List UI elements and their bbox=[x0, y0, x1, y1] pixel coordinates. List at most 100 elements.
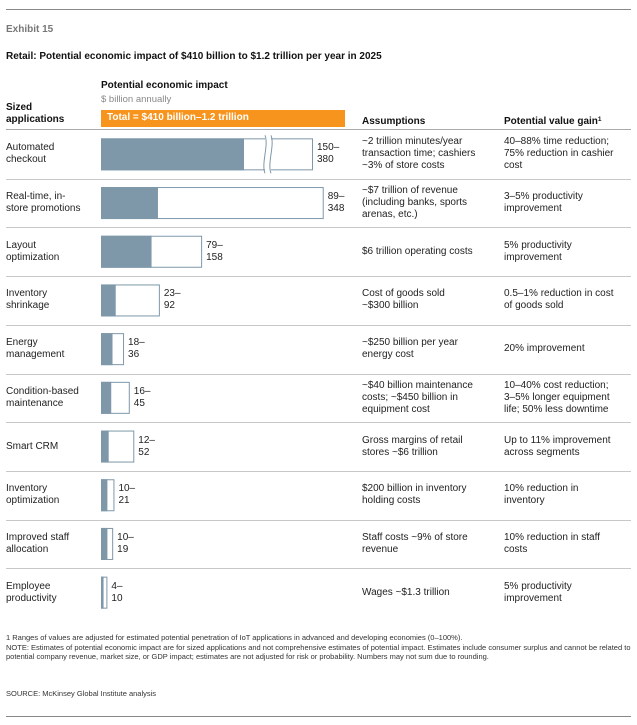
range-value-line: 348 bbox=[327, 203, 345, 215]
assumptions-cell: Wages ~$1.3 trillion bbox=[362, 587, 502, 599]
axis-break-gap bbox=[265, 135, 271, 174]
application-label-line: Real-time, in- bbox=[6, 191, 66, 203]
application-label-line: management bbox=[6, 349, 65, 361]
sized-header-line2: applications bbox=[6, 114, 65, 125]
range-value-line: 79– bbox=[206, 239, 223, 251]
assumptions-cell: Gross margins of retail stores ~$6 trilli… bbox=[362, 435, 502, 459]
value-gain-line: 20% improvement bbox=[504, 343, 585, 355]
range-value-line: 23– bbox=[163, 288, 181, 300]
range-label: 12– 52 bbox=[138, 435, 155, 459]
application-label-line: optimization bbox=[6, 251, 60, 263]
range-value-line: 10– bbox=[118, 483, 136, 495]
assumptions-line: ~$7 trillion of revenue bbox=[362, 185, 458, 197]
assumptions-line: (including banks, sports bbox=[362, 197, 468, 209]
value-gain-line: improvement bbox=[504, 251, 562, 263]
assumptions-cell: Staff costs ~9% of store revenue bbox=[362, 532, 502, 556]
range-value-line: 158 bbox=[206, 251, 223, 263]
value-gain-line: 10% reduction in bbox=[504, 483, 579, 495]
assumptions-line: ~$250 billion per year bbox=[362, 337, 458, 349]
axis-break-mark bbox=[269, 135, 273, 174]
application-label-line: Condition-based bbox=[6, 385, 79, 397]
application-label-line: Energy bbox=[6, 337, 38, 349]
value-gain-cell: 0.5–1% reduction in cost of goods sold bbox=[504, 288, 632, 312]
assumptions-line: $200 billion in inventory bbox=[362, 483, 467, 495]
range-value-line: 45 bbox=[133, 397, 145, 409]
exhibit-label: Exhibit 15 bbox=[6, 24, 54, 35]
sized-applications-header: Sized applications bbox=[6, 102, 96, 126]
range-value-line: 4– bbox=[111, 580, 123, 592]
range-value-line: 12– bbox=[138, 434, 155, 446]
application-label-line: checkout bbox=[6, 154, 47, 166]
value-gain-footnote-marker: 1 bbox=[597, 116, 602, 123]
range-label: 16– 45 bbox=[134, 386, 151, 410]
bar-low-estimate bbox=[101, 187, 158, 220]
range-value-line: 380 bbox=[317, 154, 334, 166]
header-rule bbox=[6, 129, 631, 130]
bar-low-estimate bbox=[101, 527, 108, 560]
value-gain-line: across segments bbox=[504, 446, 580, 458]
value-gain-line: costs bbox=[504, 543, 528, 555]
assumptions-line: arenas, etc.) bbox=[362, 209, 418, 221]
bar-low-estimate bbox=[101, 284, 116, 317]
value-gain-line: 40–88% time reduction; bbox=[504, 136, 610, 148]
value-gain-cell: 5% productivity improvement bbox=[504, 581, 632, 605]
assumptions-line: energy cost bbox=[362, 349, 414, 361]
bar-low-estimate bbox=[101, 381, 112, 414]
application-label-line: productivity bbox=[6, 592, 57, 604]
row-separator bbox=[6, 324, 631, 326]
application-label: Condition-based maintenance bbox=[6, 386, 96, 410]
row-separator bbox=[6, 470, 631, 472]
bar-low-estimate bbox=[101, 138, 244, 171]
row-separator bbox=[6, 519, 631, 521]
application-label: Employee productivity bbox=[6, 581, 96, 605]
value-gain-cell: 40–88% time reduction; 75% reduction in c… bbox=[504, 136, 632, 172]
range-value-line: 92 bbox=[163, 300, 175, 312]
assumptions-line: ~$40 billion maintenance bbox=[362, 379, 473, 391]
range-value-line: 150– bbox=[317, 142, 340, 154]
range-value-line: 18– bbox=[128, 337, 145, 349]
assumptions-line: $6 trillion operating costs bbox=[362, 245, 473, 257]
assumptions-line: ~$300 billion bbox=[362, 300, 419, 312]
range-label: 79– 158 bbox=[206, 240, 223, 264]
range-value-line: 19 bbox=[117, 543, 129, 555]
application-label-line: Inventory bbox=[6, 483, 48, 495]
value-gain-header: Potential value gain1 bbox=[504, 116, 602, 127]
assumptions-line: Staff costs ~9% of store bbox=[362, 531, 468, 543]
bottom-rule bbox=[6, 716, 631, 717]
value-gain-line: life; 50% less downtime bbox=[504, 403, 609, 415]
value-gain-line: improvement bbox=[504, 203, 562, 215]
value-gain-cell: 5% productivity improvement bbox=[504, 240, 632, 264]
assumptions-line: transaction time; cashiers bbox=[362, 148, 476, 160]
value-gain-line: 75% reduction in cashier bbox=[504, 148, 614, 160]
assumptions-cell: ~2 trillion minutes/year transaction time… bbox=[362, 136, 502, 172]
range-label: 10– 21 bbox=[118, 483, 135, 507]
range-value-line: 21 bbox=[118, 495, 130, 507]
assumptions-cell: $200 billion in inventory holding costs bbox=[362, 483, 502, 507]
application-label-line: Smart CRM bbox=[6, 440, 59, 452]
range-value-line: 16– bbox=[133, 385, 151, 397]
application-label-line: Improved staff bbox=[6, 531, 70, 543]
application-label: Improved staff allocation bbox=[6, 532, 96, 556]
application-label-line: maintenance bbox=[6, 397, 64, 409]
range-label: 150– 380 bbox=[317, 142, 339, 166]
value-gain-line: cost bbox=[504, 160, 523, 172]
assumptions-line: Cost of goods sold bbox=[362, 288, 445, 300]
value-gain-line: 3–5% longer equipment bbox=[504, 391, 610, 403]
row-separator bbox=[6, 276, 631, 278]
impact-header: Potential economic impact bbox=[101, 80, 228, 91]
assumptions-line: ~2 trillion minutes/year bbox=[362, 136, 463, 148]
application-label-line: Inventory bbox=[6, 288, 48, 300]
value-gain-cell: 20% improvement bbox=[504, 343, 632, 355]
application-label: Energy management bbox=[6, 337, 96, 361]
value-gain-cell: Up to 11% improvement across segments bbox=[504, 435, 632, 459]
application-label-line: shrinkage bbox=[6, 300, 50, 312]
value-gain-line: 5% productivity bbox=[504, 580, 572, 592]
range-label: 18– 36 bbox=[128, 337, 145, 361]
assumptions-line: Wages ~$1.3 trillion bbox=[362, 586, 450, 598]
value-gain-cell: 10% reduction in staff costs bbox=[504, 532, 632, 556]
application-label-line: store promotions bbox=[6, 203, 81, 215]
application-label: Layout optimization bbox=[6, 240, 96, 264]
total-banner: Total = $410 billion–1.2 trillion bbox=[101, 110, 345, 127]
row-separator bbox=[6, 178, 631, 180]
